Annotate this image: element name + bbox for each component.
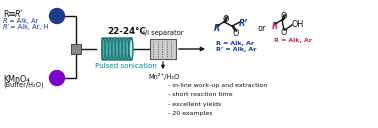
Text: R: R [272, 22, 278, 31]
Text: O: O [223, 15, 229, 24]
Text: KMnO₄: KMnO₄ [3, 75, 29, 84]
Ellipse shape [129, 38, 133, 60]
Text: - 20 examples: - 20 examples [168, 111, 212, 116]
Text: (Buffer/H₂O): (Buffer/H₂O) [3, 82, 43, 88]
Text: OH: OH [292, 20, 304, 29]
Text: O: O [281, 28, 287, 37]
Text: ≡: ≡ [8, 10, 16, 19]
Text: Mn²⁺/H₂O: Mn²⁺/H₂O [148, 73, 180, 80]
Text: R: R [3, 18, 8, 24]
Text: I/I separator: I/I separator [143, 30, 183, 36]
Bar [71, 44, 81, 54]
Text: - short reaction time: - short reaction time [168, 93, 232, 98]
Text: O: O [281, 12, 287, 21]
Text: R: R [214, 24, 220, 33]
Text: R: R [3, 10, 8, 19]
Circle shape [50, 71, 65, 86]
FancyBboxPatch shape [102, 38, 132, 60]
Text: - in-line work-up and extraction: - in-line work-up and extraction [168, 83, 267, 88]
Text: or: or [258, 24, 266, 33]
Text: - excellent yields: - excellent yields [168, 102, 221, 107]
Text: Pulsed sonication: Pulsed sonication [95, 63, 157, 69]
Text: R = Alk, Ar: R = Alk, Ar [216, 41, 254, 46]
Text: 22-24°C: 22-24°C [107, 27, 146, 36]
Text: R’: R’ [239, 19, 248, 28]
Text: O: O [233, 29, 239, 38]
Circle shape [50, 8, 65, 24]
Text: R’ = Alk, Ar: R’ = Alk, Ar [216, 47, 256, 52]
Text: R’: R’ [3, 24, 10, 30]
Bar [150, 39, 176, 59]
Text: R = Alk, Ar: R = Alk, Ar [274, 38, 312, 43]
Text: = Alk, Ar, H: = Alk, Ar, H [8, 24, 48, 30]
Text: = Alk, Ar: = Alk, Ar [7, 18, 39, 24]
Text: R’: R’ [14, 10, 23, 19]
